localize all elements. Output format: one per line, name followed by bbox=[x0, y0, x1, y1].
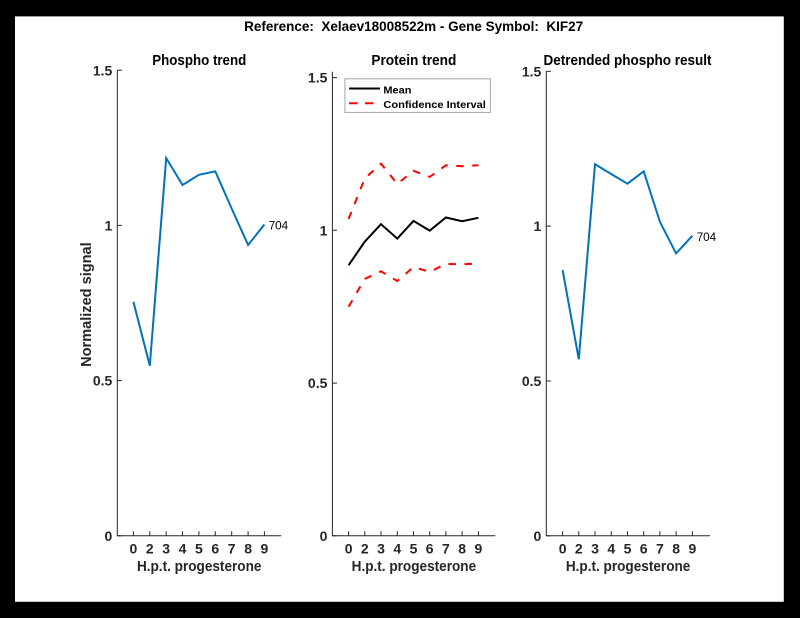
svg-text:5: 5 bbox=[195, 541, 203, 557]
svg-text:Confidence Interval: Confidence Interval bbox=[383, 100, 486, 111]
svg-text:0: 0 bbox=[320, 528, 328, 544]
svg-text:8: 8 bbox=[672, 541, 680, 557]
svg-text:H.p.t. progesterone: H.p.t. progesterone bbox=[137, 559, 262, 575]
svg-text:5: 5 bbox=[410, 541, 418, 557]
svg-text:4: 4 bbox=[607, 541, 615, 557]
svg-text:1.5: 1.5 bbox=[93, 62, 113, 78]
svg-text:3: 3 bbox=[591, 541, 599, 557]
svg-text:Detrended phospho result: Detrended phospho result bbox=[544, 53, 712, 69]
svg-text:1: 1 bbox=[534, 218, 542, 234]
svg-text:0.5: 0.5 bbox=[93, 373, 113, 389]
svg-text:7: 7 bbox=[228, 541, 236, 557]
svg-text:6: 6 bbox=[211, 541, 219, 557]
svg-text:0.5: 0.5 bbox=[522, 373, 542, 389]
svg-text:6: 6 bbox=[640, 541, 648, 557]
svg-text:Mean: Mean bbox=[383, 85, 411, 96]
svg-text:1: 1 bbox=[105, 218, 113, 234]
svg-text:3: 3 bbox=[377, 541, 385, 557]
svg-text:7: 7 bbox=[656, 541, 664, 557]
svg-text:0: 0 bbox=[105, 528, 113, 544]
svg-text:H.p.t. progesterone: H.p.t. progesterone bbox=[566, 559, 691, 575]
svg-text:1.5: 1.5 bbox=[522, 63, 542, 79]
svg-text:2: 2 bbox=[575, 541, 583, 557]
svg-text:8: 8 bbox=[244, 541, 252, 557]
svg-text:7: 7 bbox=[442, 541, 450, 557]
svg-text:Protein trend: Protein trend bbox=[371, 53, 456, 69]
svg-text:4: 4 bbox=[393, 541, 401, 557]
svg-text:6: 6 bbox=[426, 541, 434, 557]
svg-text:4: 4 bbox=[179, 541, 187, 557]
svg-text:8: 8 bbox=[458, 541, 466, 557]
svg-text:0: 0 bbox=[534, 528, 542, 544]
svg-text:0: 0 bbox=[345, 541, 353, 557]
svg-text:Normalized signal: Normalized signal bbox=[79, 242, 95, 367]
svg-text:Reference: Xelaev18008522m -: Reference: Xelaev18008522m - Gene Symbol… bbox=[244, 19, 583, 34]
svg-text:3: 3 bbox=[162, 541, 170, 557]
svg-text:1: 1 bbox=[320, 222, 328, 238]
svg-text:9: 9 bbox=[475, 541, 483, 557]
svg-text:0: 0 bbox=[559, 541, 567, 557]
svg-text:9: 9 bbox=[689, 541, 697, 557]
svg-text:2: 2 bbox=[361, 541, 369, 557]
svg-text:1.5: 1.5 bbox=[308, 70, 328, 86]
svg-text:2: 2 bbox=[146, 541, 154, 557]
svg-text:H.p.t. progesterone: H.p.t. progesterone bbox=[352, 559, 477, 575]
svg-text:0.5: 0.5 bbox=[308, 375, 328, 391]
svg-text:704: 704 bbox=[697, 230, 717, 244]
svg-text:704: 704 bbox=[269, 219, 289, 233]
svg-text:0: 0 bbox=[130, 541, 138, 557]
svg-text:Phospho trend: Phospho trend bbox=[152, 53, 246, 69]
svg-text:9: 9 bbox=[261, 541, 269, 557]
svg-text:5: 5 bbox=[624, 541, 632, 557]
